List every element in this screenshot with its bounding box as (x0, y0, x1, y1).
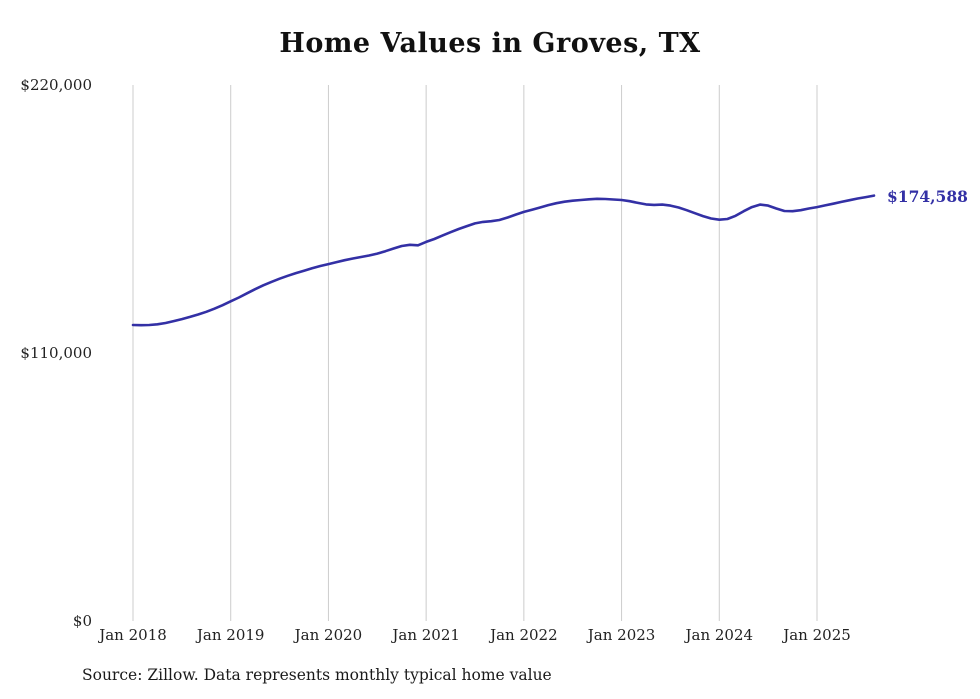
x-tick-jan-2022: Jan 2022 (490, 626, 558, 644)
x-tick-jan-2019: Jan 2019 (196, 626, 265, 644)
x-tick-jan-2023: Jan 2023 (587, 626, 656, 644)
x-tick-jan-2025: Jan 2025 (783, 626, 851, 644)
x-tick-jan-2024: Jan 2024 (685, 626, 754, 644)
x-tick-jan-2020: Jan 2020 (294, 626, 363, 644)
y-tick-0: $0 (72, 612, 92, 630)
x-tick-jan-2021: Jan 2021 (392, 626, 460, 644)
x-tick-jan-2018: Jan 2018 (99, 626, 167, 644)
y-tick-110000: $110,000 (20, 344, 92, 362)
y-tick-220000: $220,000 (20, 76, 92, 94)
current-value-label: $174,588 (887, 186, 968, 206)
chart-title: Home Values in Groves, TX (279, 28, 701, 59)
source-note: Source: Zillow. Data represents monthly … (82, 666, 552, 684)
home-value-series-line (131, 194, 876, 327)
